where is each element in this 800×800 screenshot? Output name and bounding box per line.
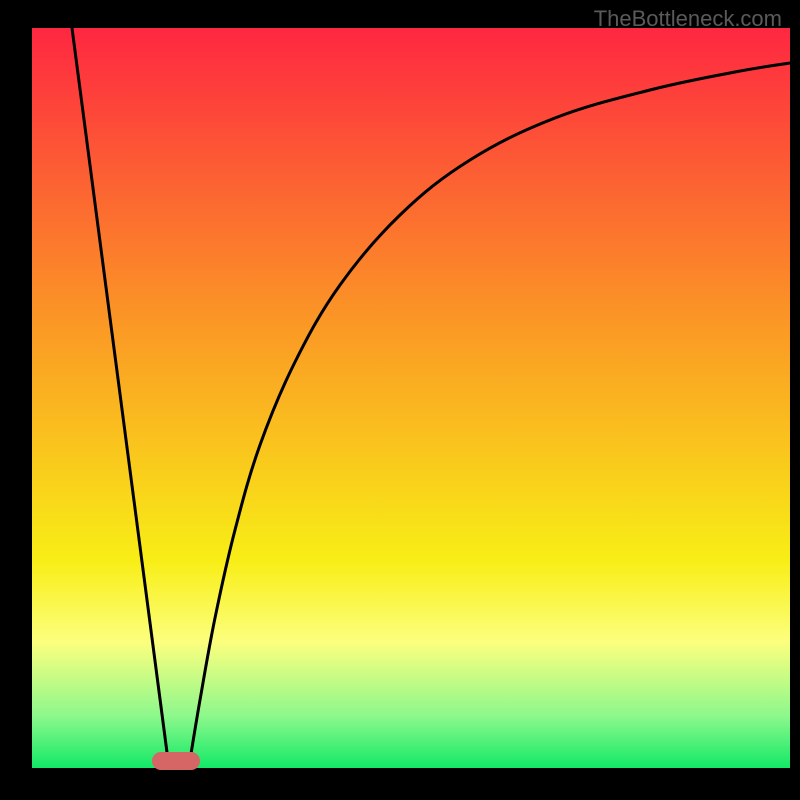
curve-layer (0, 0, 800, 800)
left-line (72, 28, 168, 760)
right-curve (190, 63, 790, 760)
watermark-text: TheBottleneck.com (594, 6, 782, 32)
optimal-marker (152, 752, 200, 770)
chart-container: TheBottleneck.com (0, 0, 800, 800)
